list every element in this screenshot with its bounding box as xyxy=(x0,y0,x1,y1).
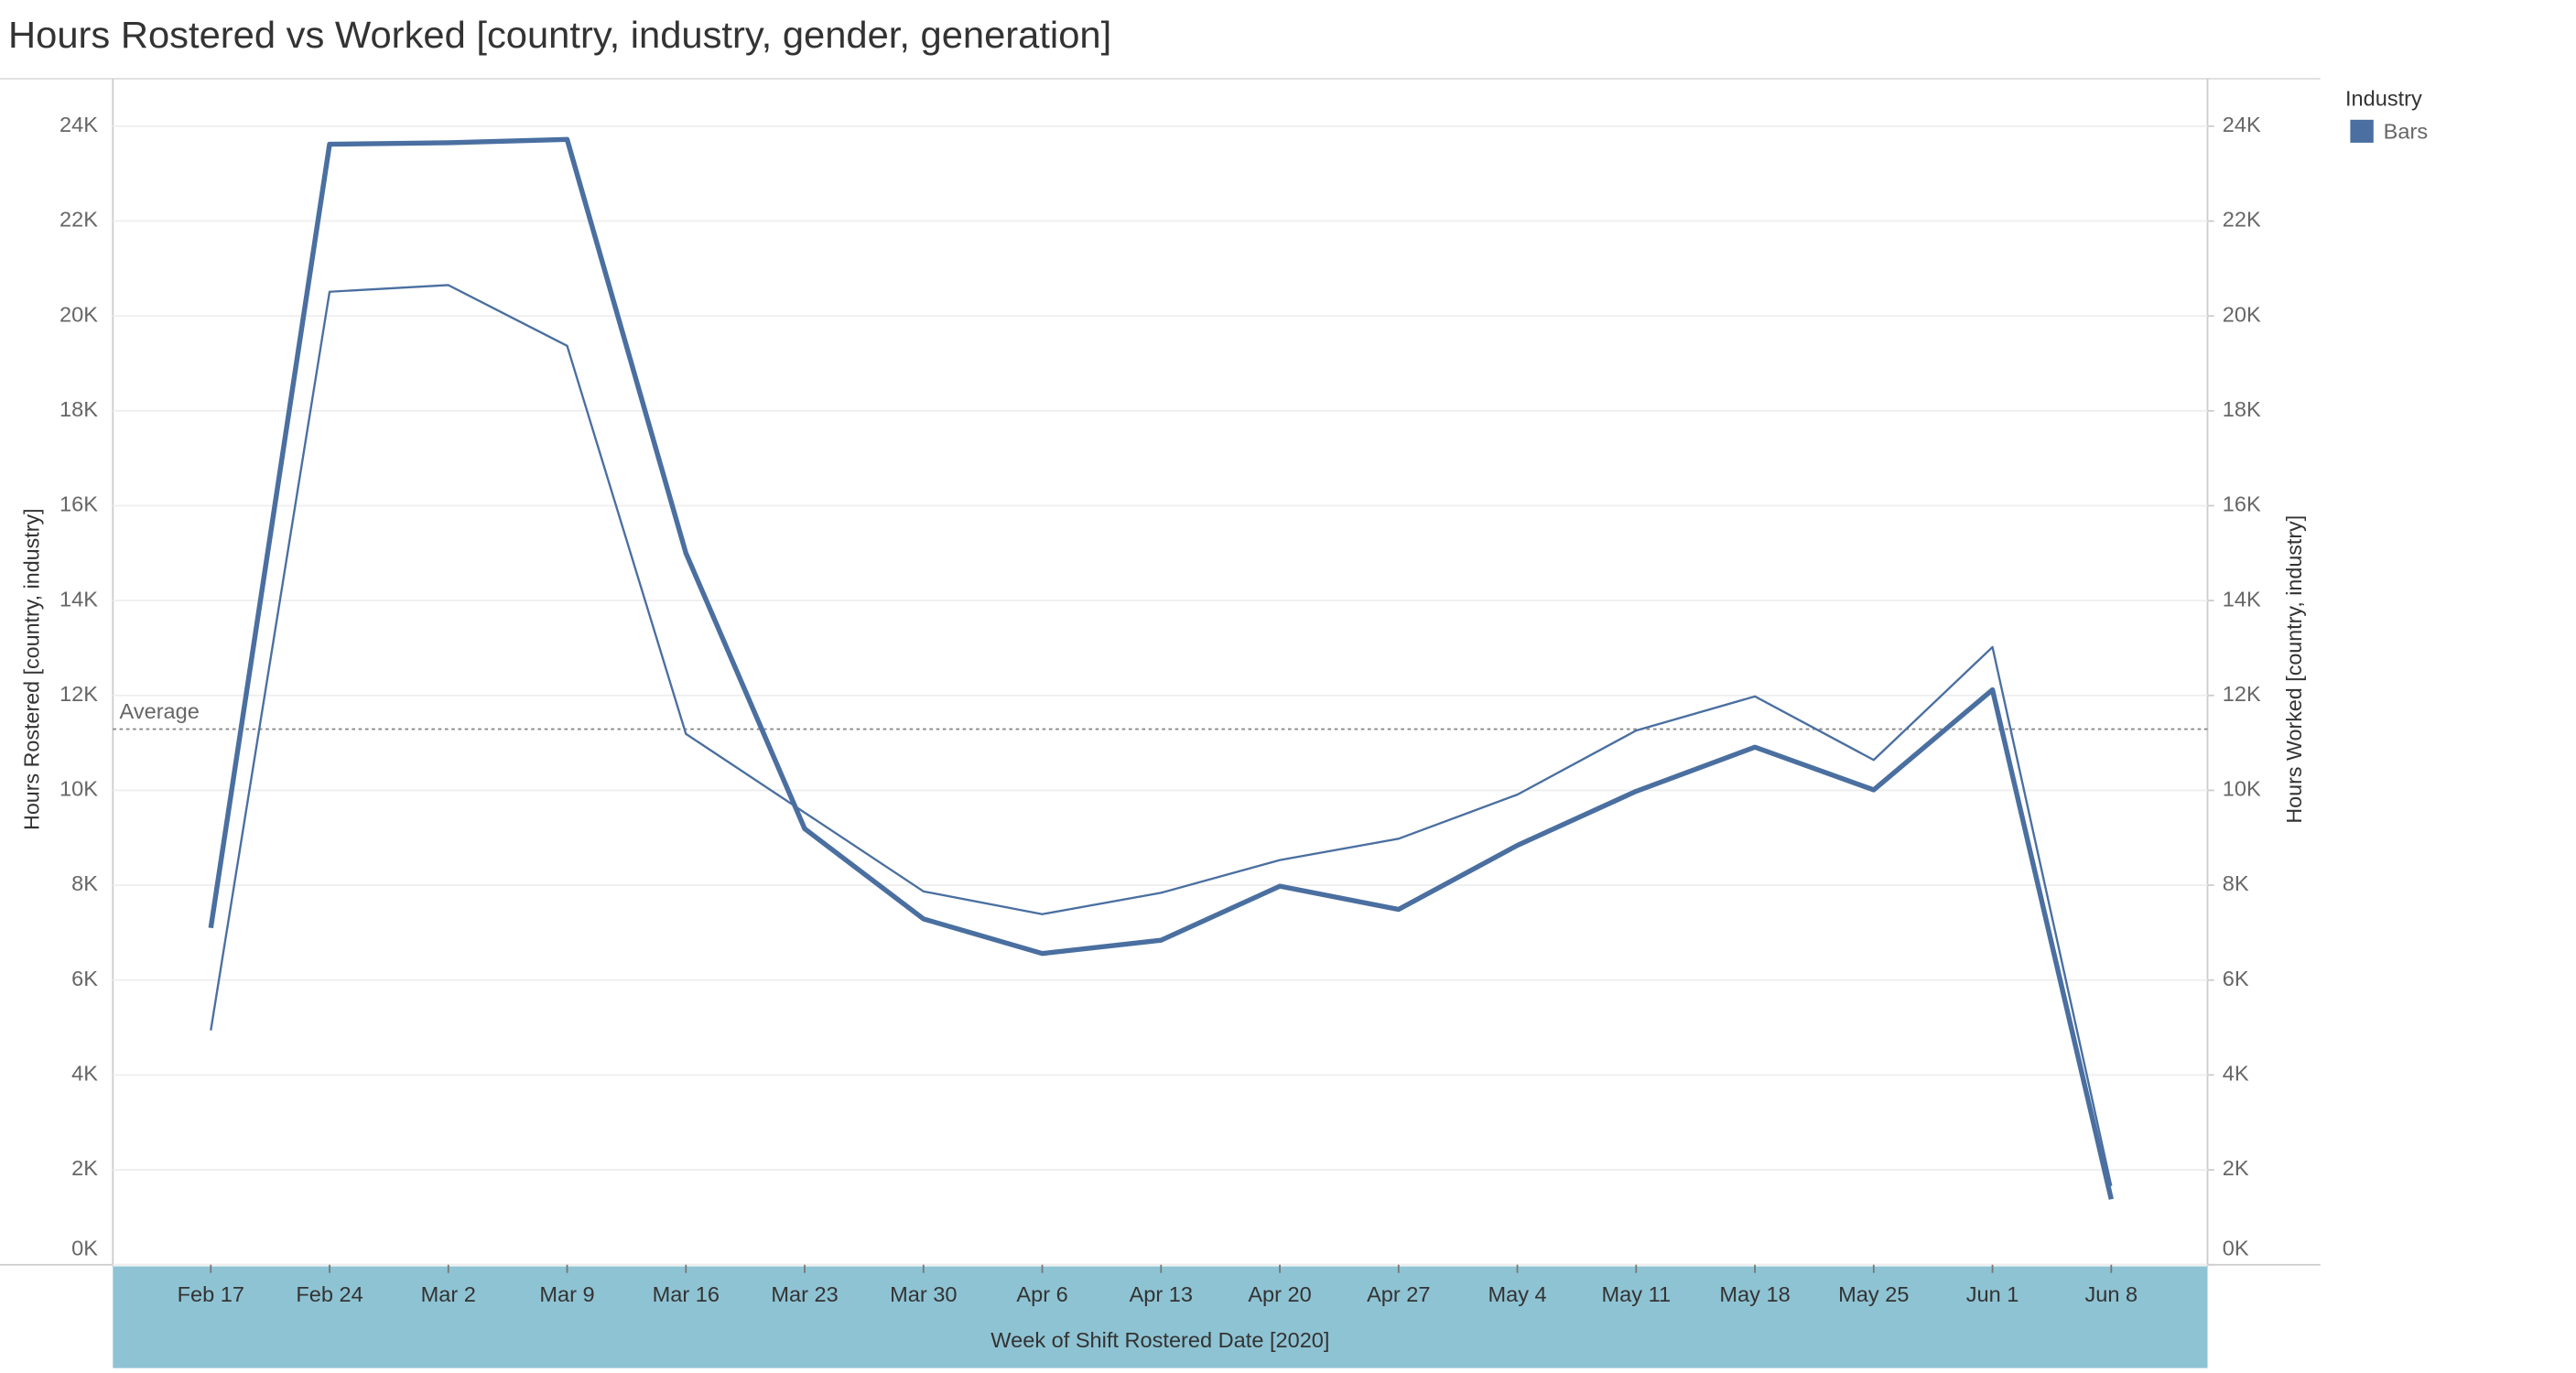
x-tick-label: Apr 13 xyxy=(1130,1282,1193,1306)
x-tick-label: Mar 9 xyxy=(539,1282,594,1306)
y2-tick-label: 14K xyxy=(2223,587,2261,611)
legend-label: Bars xyxy=(2384,119,2428,143)
y2-tick-label: 22K xyxy=(2223,208,2261,232)
y-tick-label: 22K xyxy=(60,208,98,232)
y2-tick-label: 16K xyxy=(2223,492,2261,516)
y2-tick-label: 18K xyxy=(2223,397,2261,421)
y2-tick-label: 6K xyxy=(2223,967,2249,990)
x-tick-label: May 18 xyxy=(1719,1282,1790,1306)
y-axis-title: Hours Rostered [country, industry] xyxy=(19,508,43,830)
x-tick-label: Mar 23 xyxy=(771,1282,838,1306)
y2-tick-label: 10K xyxy=(2223,777,2261,801)
x-tick-label: Feb 24 xyxy=(296,1282,363,1306)
y-tick-label: 0K xyxy=(71,1237,98,1260)
y2-axis-title: Hours Worked [country, industry] xyxy=(2282,515,2306,824)
legend-swatch xyxy=(2350,119,2374,143)
x-tick-label: Mar 16 xyxy=(653,1282,720,1306)
y-tick-label: 16K xyxy=(60,492,98,516)
x-tick-label: Apr 6 xyxy=(1016,1282,1067,1306)
legend-title: Industry xyxy=(2345,87,2422,111)
series-line xyxy=(210,284,2113,1186)
x-tick-label: Feb 17 xyxy=(178,1282,244,1306)
y2-tick-label: 24K xyxy=(2223,113,2261,136)
y-tick-label: 18K xyxy=(60,397,98,421)
y2-tick-label: 20K xyxy=(2223,302,2261,326)
x-tick-label: Apr 27 xyxy=(1367,1282,1430,1306)
x-tick-label: Mar 2 xyxy=(421,1282,476,1306)
x-tick-label: Mar 30 xyxy=(890,1282,957,1306)
y2-tick-label: 12K xyxy=(2223,682,2261,706)
x-axis-title: Week of Shift Rostered Date [2020] xyxy=(990,1328,1329,1352)
x-tick-label: May 25 xyxy=(1838,1282,1909,1306)
x-tick-label: Apr 20 xyxy=(1248,1282,1311,1306)
x-tick-label: May 11 xyxy=(1602,1282,1672,1306)
y-tick-label: 4K xyxy=(71,1062,98,1086)
y-tick-label: 2K xyxy=(71,1156,98,1180)
y-tick-label: 10K xyxy=(60,777,98,801)
x-tick-label: Jun 8 xyxy=(2085,1282,2138,1306)
x-axis-band xyxy=(113,1266,2208,1368)
y-tick-label: 24K xyxy=(60,113,98,136)
reference-label: Average xyxy=(120,699,200,723)
y2-tick-label: 2K xyxy=(2223,1156,2249,1180)
y2-tick-label: 0K xyxy=(2223,1237,2249,1260)
y-tick-label: 20K xyxy=(60,302,98,326)
y2-tick-label: 8K xyxy=(2223,871,2249,895)
y-tick-label: 12K xyxy=(60,682,98,706)
y2-tick-label: 4K xyxy=(2223,1062,2249,1086)
x-tick-label: Jun 1 xyxy=(1966,1282,2019,1306)
chart-title: Hours Rostered vs Worked [country, indus… xyxy=(8,13,1111,56)
y-tick-label: 14K xyxy=(60,587,98,611)
series-line xyxy=(208,136,2114,1200)
y-tick-label: 8K xyxy=(71,871,98,895)
x-tick-label: May 4 xyxy=(1488,1282,1546,1306)
y-tick-label: 6K xyxy=(71,967,98,990)
